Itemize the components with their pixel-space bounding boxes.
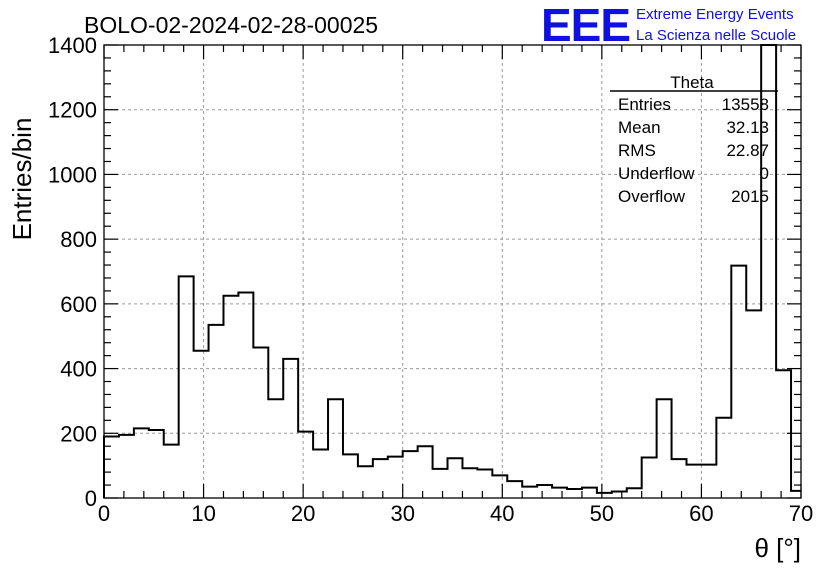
x-tick-label: 40: [490, 501, 514, 526]
stats-row-label: Overflow: [618, 187, 686, 206]
stats-row-label: Underflow: [618, 164, 695, 183]
x-tick-label: 10: [191, 501, 215, 526]
x-tick-labels: 0 10 20 30 40 50 60 70: [98, 501, 813, 526]
stats-row-label: RMS: [618, 141, 656, 160]
y-tick-label: 800: [60, 227, 97, 252]
x-tick-label: 70: [789, 501, 813, 526]
stats-row-label: Mean: [618, 118, 661, 137]
x-axis-title: θ [°]: [754, 533, 801, 563]
x-tick-label: 0: [98, 501, 110, 526]
stats-box: Theta Entries 13558 Mean 32.13 RMS 22.87 Under…: [610, 73, 778, 206]
stats-row-value: 0: [760, 164, 769, 183]
x-tick-label: 20: [291, 501, 315, 526]
y-tick-label: 0: [85, 486, 97, 511]
eee-logo-mark: EEE: [541, 0, 630, 51]
histogram-step-line: [103, 44, 801, 498]
x-tick-label: 60: [689, 501, 713, 526]
stats-box-title: Theta: [670, 73, 714, 92]
y-tick-label: 1400: [48, 33, 97, 58]
x-tick-label: 50: [590, 501, 614, 526]
y-tick-label: 600: [60, 292, 97, 317]
stats-row-value: 13558: [722, 95, 769, 114]
eee-logo-line2: La Scienza nelle Scuole: [636, 27, 796, 44]
y-tick-label: 1000: [48, 162, 97, 187]
y-tick-label: 200: [60, 421, 97, 446]
grid-lines: [104, 45, 801, 498]
eee-logo-line1: Extreme Energy Events: [636, 6, 794, 23]
stats-row-value: 22.87: [726, 141, 769, 160]
y-tick-labels: 0 200 400 600 800 1000 1200 1400: [48, 33, 97, 511]
y-tick-label: 400: [60, 357, 97, 382]
plot-frame: [103, 44, 802, 499]
x-tick-label: 30: [390, 501, 414, 526]
stats-row-label: Entries: [618, 95, 671, 114]
y-tick-label: 1200: [48, 98, 97, 123]
stats-row-value: 32.13: [726, 118, 769, 137]
stats-row-value: 2015: [731, 187, 769, 206]
run-title: BOLO-02-2024-02-28-00025: [84, 12, 378, 38]
axis-ticks: [103, 44, 802, 499]
y-axis-title: Entries/bin: [7, 118, 37, 241]
eee-logo: EEE Extreme Energy Events La Scienza nel…: [541, 0, 796, 51]
